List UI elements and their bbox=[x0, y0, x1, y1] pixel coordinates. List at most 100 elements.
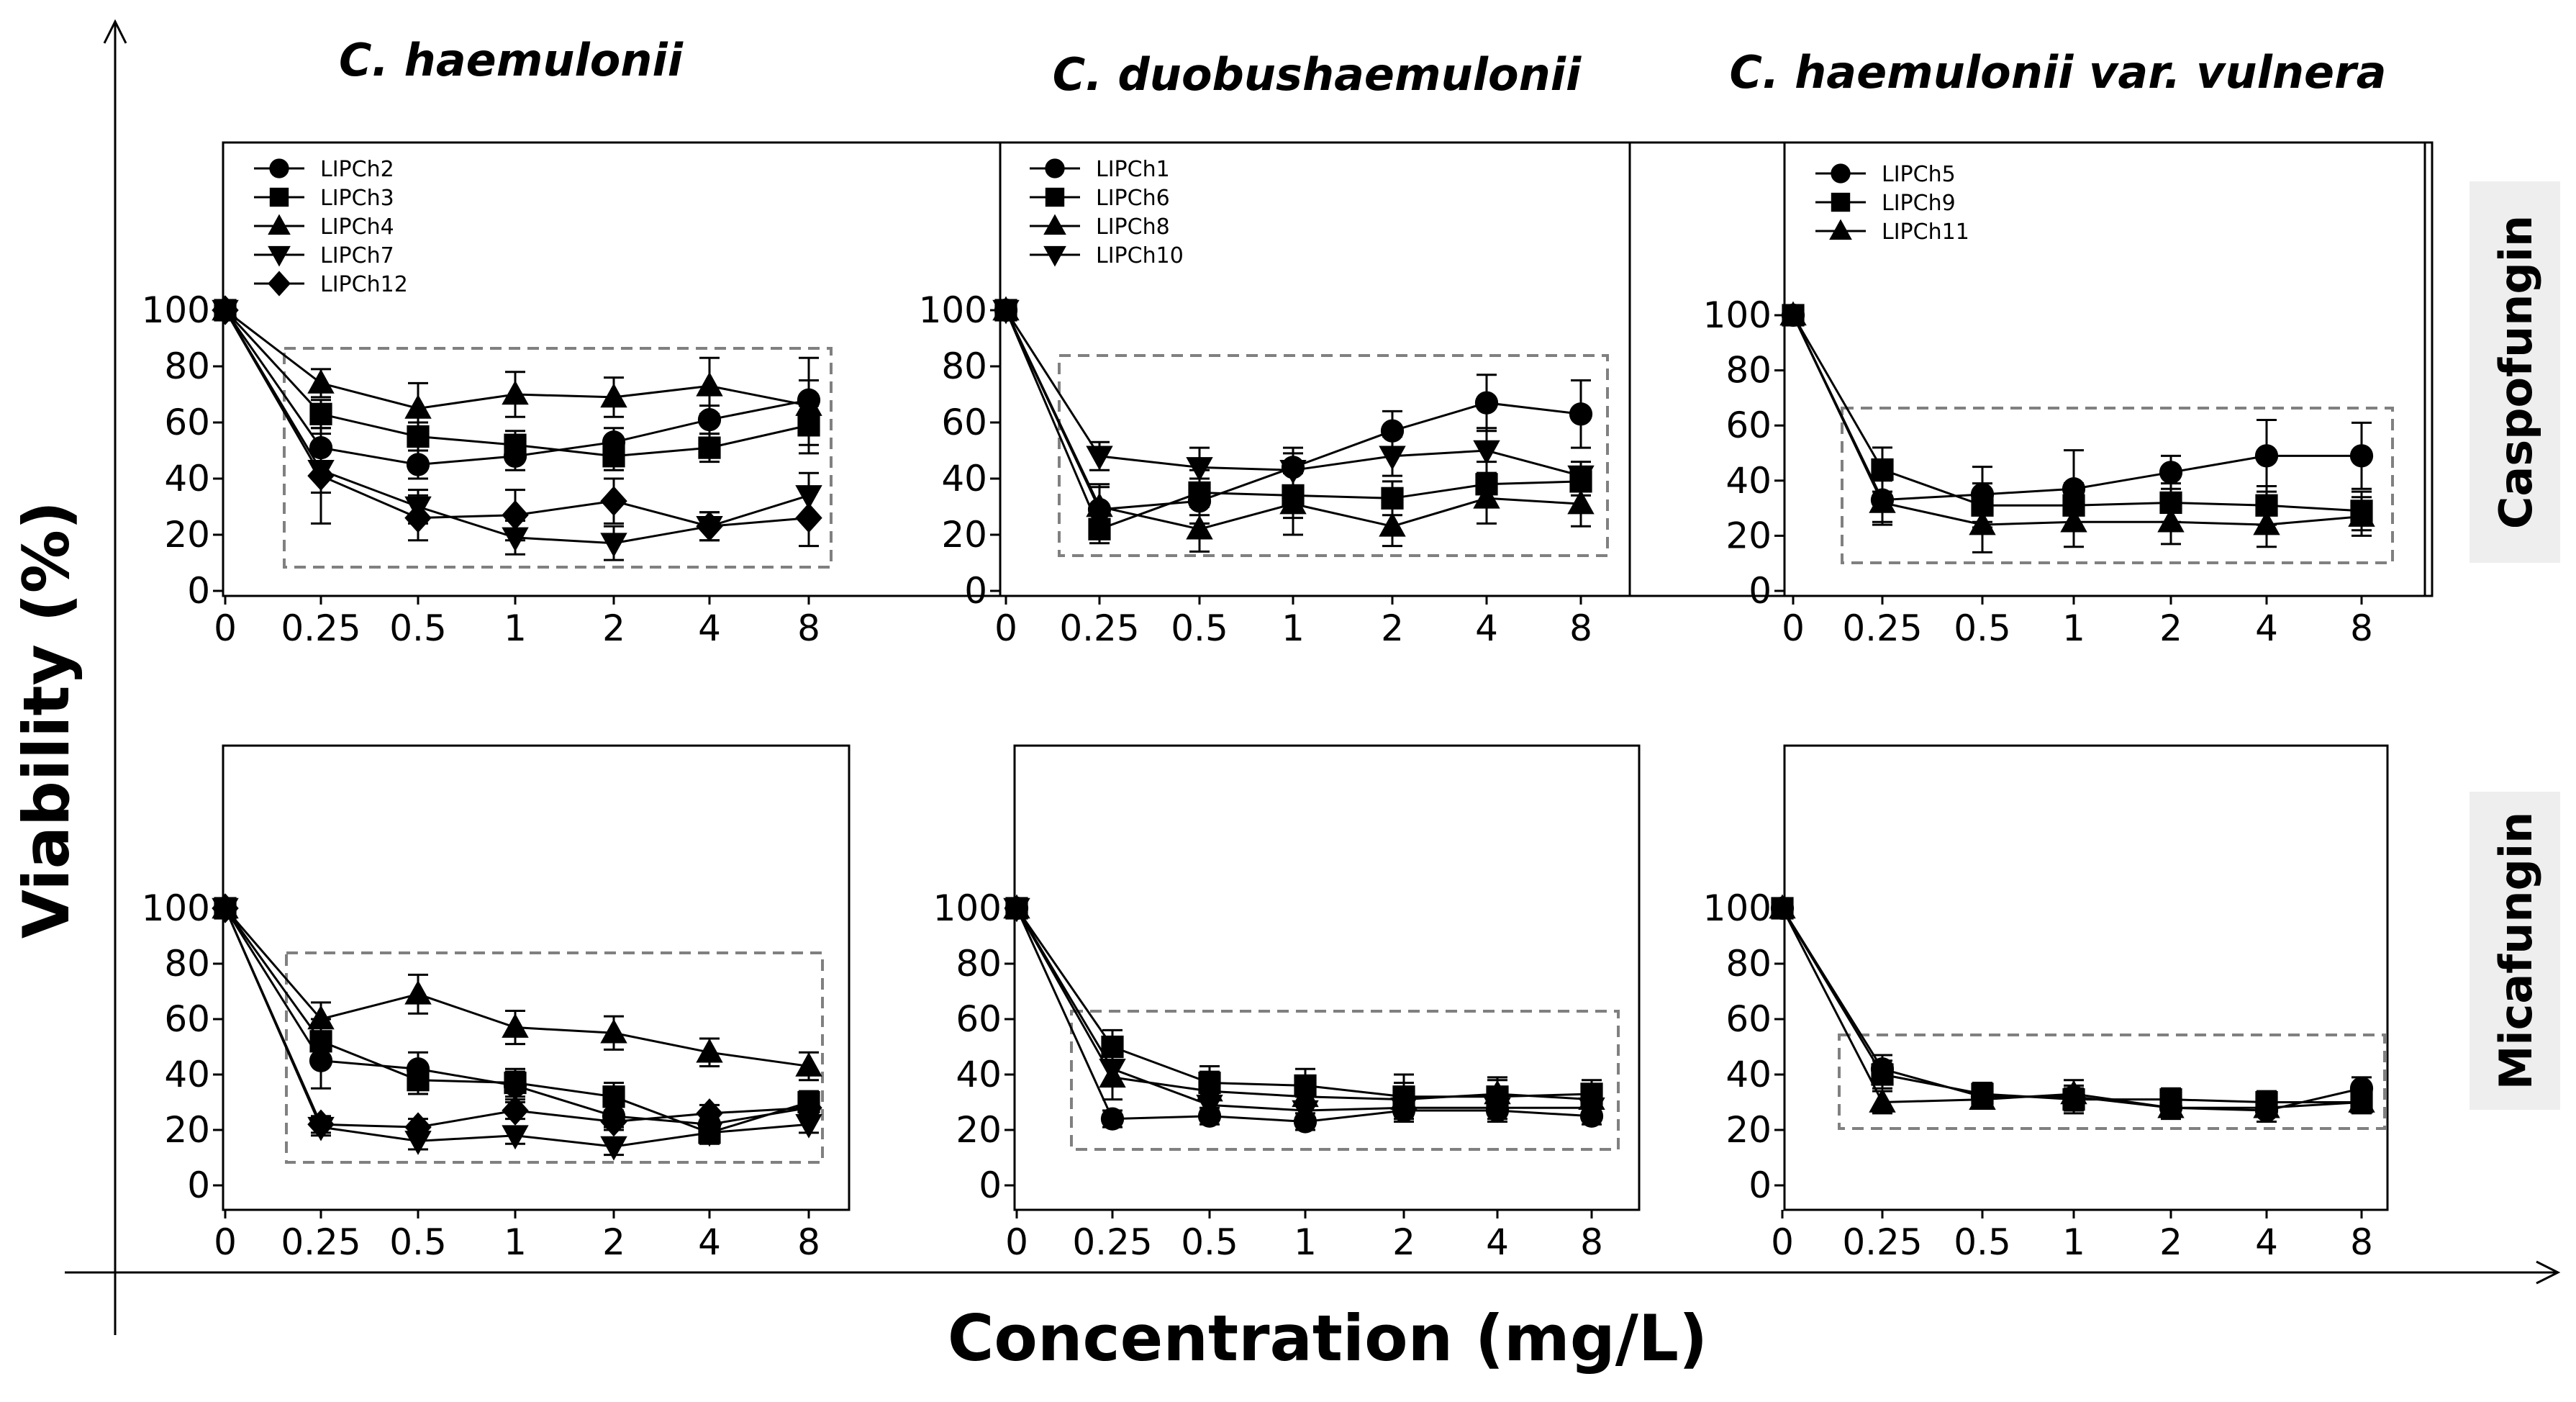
data-point bbox=[1186, 515, 1213, 540]
y-tick-label: 60 bbox=[164, 998, 210, 1040]
data-point bbox=[600, 486, 627, 516]
y-tick-label: 20 bbox=[956, 1109, 1002, 1151]
data-point bbox=[1871, 1063, 1894, 1086]
highlight-box bbox=[1838, 1034, 2386, 1130]
y-tick-label: 20 bbox=[164, 514, 210, 556]
data-point bbox=[407, 1069, 430, 1092]
x-tick-label: 0.5 bbox=[1181, 1221, 1238, 1263]
series-LIPCh10 bbox=[1003, 897, 1605, 1126]
series-LIPCh10 bbox=[992, 299, 1595, 492]
series-LIPCh5 bbox=[1781, 303, 2374, 529]
series-LIPCh8 bbox=[992, 296, 1595, 553]
series-line bbox=[1781, 908, 2362, 1109]
x-tick-label: 1 bbox=[2062, 1221, 2085, 1263]
data-point bbox=[404, 980, 432, 1005]
y-tick-label: 60 bbox=[1725, 404, 1772, 446]
x-tick-label: 2 bbox=[602, 1221, 625, 1263]
legend-marker bbox=[268, 271, 291, 297]
column-title-3-species: C. haemulonii bbox=[1729, 46, 2074, 99]
data-point bbox=[1379, 512, 1406, 537]
y-tick-label: 40 bbox=[1725, 1054, 1772, 1095]
x-tick-label: 2 bbox=[2159, 1221, 2182, 1263]
data-point bbox=[1474, 391, 1499, 415]
data-point bbox=[698, 436, 721, 459]
data-point bbox=[1086, 446, 1113, 471]
plot-frame bbox=[1783, 744, 2389, 1211]
highlight-box bbox=[1070, 1010, 1620, 1151]
y-tick-label: 100 bbox=[142, 289, 210, 331]
chart-panel-6: 0 20 40 60 80 100 0 0.25 0.5 1 2 4 8 bbox=[1703, 744, 2389, 1263]
y-tick-label: 20 bbox=[164, 1109, 210, 1151]
data-point bbox=[1578, 1097, 1605, 1122]
data-point bbox=[1086, 492, 1113, 517]
y-tick-label: 100 bbox=[919, 289, 987, 331]
x-tick-label: 0 bbox=[214, 1221, 237, 1263]
legend-label: LIPCh8 bbox=[1096, 214, 1170, 240]
data-point bbox=[1473, 484, 1500, 509]
highlight-box bbox=[1841, 407, 2394, 564]
data-point bbox=[992, 299, 1020, 325]
data-point bbox=[502, 1125, 529, 1150]
plot-frame bbox=[999, 141, 2434, 597]
data-point bbox=[502, 380, 529, 405]
data-point bbox=[2253, 510, 2280, 535]
data-point bbox=[795, 1052, 822, 1077]
y-tick-label: 100 bbox=[142, 887, 210, 929]
y-tick-label: 100 bbox=[1703, 294, 1772, 336]
legend-marker bbox=[269, 187, 289, 207]
x-tick-label: 0 bbox=[994, 607, 1017, 649]
row-label-2-background bbox=[2470, 792, 2560, 1110]
y-tick-label: 100 bbox=[933, 887, 1002, 929]
data-point bbox=[795, 392, 822, 416]
highlight-box bbox=[1058, 354, 1609, 557]
y-tick-label: 20 bbox=[941, 514, 987, 556]
row-label-2: Micafungin bbox=[2470, 792, 2560, 1110]
y-tick-label: 60 bbox=[164, 402, 210, 443]
legend-label: LIPCh9 bbox=[1882, 191, 1956, 216]
data-point bbox=[307, 1005, 335, 1030]
data-point bbox=[1186, 457, 1213, 481]
data-point bbox=[404, 502, 432, 533]
data-point bbox=[602, 1085, 625, 1108]
plot-frame bbox=[222, 141, 1631, 597]
y-tick-label: 60 bbox=[1725, 998, 1772, 1040]
x-tick-label: 2 bbox=[1381, 607, 1404, 649]
data-point bbox=[1196, 1095, 1223, 1119]
series-LIPCh12 bbox=[212, 893, 822, 1142]
chart-panel-4: 0 20 40 60 80 100 0 0.25 0.5 1 2 4 8 bbox=[142, 744, 851, 1263]
y-tick-label: 0 bbox=[187, 1164, 210, 1206]
y-tick-label: 40 bbox=[956, 1054, 1002, 1095]
data-point bbox=[504, 1071, 527, 1095]
figure-axes bbox=[65, 19, 2561, 1335]
row-label-2-text: Micafungin bbox=[2490, 812, 2542, 1090]
legend-label: LIPCh5 bbox=[1882, 162, 1956, 187]
column-title-1-species: C. haemulonii bbox=[339, 34, 684, 86]
data-point bbox=[600, 383, 627, 408]
y-tick-label: 20 bbox=[1725, 1109, 1772, 1151]
x-tick-label: 0 bbox=[1782, 607, 1805, 649]
legend-label: LIPCh6 bbox=[1096, 186, 1170, 211]
x-tick-label: 0.25 bbox=[1842, 1221, 1922, 1263]
data-point bbox=[307, 461, 335, 491]
data-point bbox=[404, 1131, 432, 1155]
legend-marker bbox=[1831, 192, 1851, 212]
data-point bbox=[1969, 510, 1996, 535]
data-point bbox=[600, 1018, 627, 1044]
legend-marker bbox=[269, 158, 289, 178]
x-tick-label: 0.25 bbox=[1842, 607, 1922, 649]
legend-label: LIPCh2 bbox=[320, 157, 394, 182]
legend-label: LIPCh12 bbox=[320, 272, 408, 297]
data-point bbox=[2157, 507, 2185, 533]
y-tick-label: 80 bbox=[1725, 350, 1772, 392]
data-point bbox=[2159, 461, 2183, 484]
data-point bbox=[1279, 489, 1307, 515]
x-tick-label: 4 bbox=[1475, 607, 1498, 649]
x-tick-label: 0.25 bbox=[281, 607, 360, 649]
y-tick-label: 40 bbox=[1725, 460, 1772, 502]
legend: LIPCh5 LIPCh9 LIPCh11 bbox=[1815, 162, 1969, 245]
data-point bbox=[1871, 458, 1894, 481]
data-point bbox=[502, 1013, 529, 1038]
x-tick-label: 0 bbox=[214, 607, 237, 649]
x-tick-label: 8 bbox=[797, 1221, 820, 1263]
